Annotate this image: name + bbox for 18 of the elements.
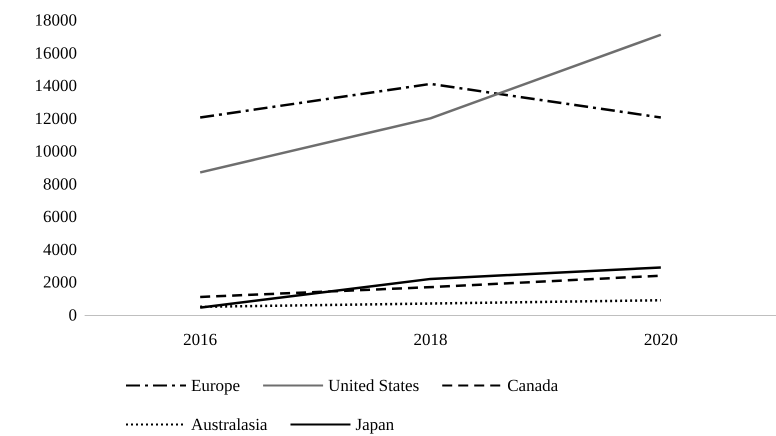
y-tick-label: 6000 — [43, 207, 77, 226]
legend-label: Australasia — [191, 415, 268, 434]
x-tick-label: 2020 — [644, 330, 678, 349]
x-tick-label: 2018 — [414, 330, 448, 349]
y-tick-label: 4000 — [43, 240, 77, 259]
legend-label: Japan — [355, 415, 395, 434]
y-tick-label: 2000 — [43, 272, 77, 292]
y-tick-label: 12000 — [34, 108, 77, 128]
y-tick-label: 10000 — [34, 142, 77, 161]
legend-label: Canada — [507, 376, 559, 395]
legend-label: Europe — [191, 376, 240, 395]
y-tick-label: 0 — [68, 306, 77, 324]
y-tick-label: 16000 — [34, 43, 77, 62]
x-tick-label: 2016 — [183, 330, 218, 349]
legend-label: United States — [328, 376, 420, 395]
y-tick-label: 14000 — [34, 76, 77, 96]
y-tick-label: 18000 — [34, 10, 77, 30]
y-tick-label: 8000 — [43, 174, 77, 194]
